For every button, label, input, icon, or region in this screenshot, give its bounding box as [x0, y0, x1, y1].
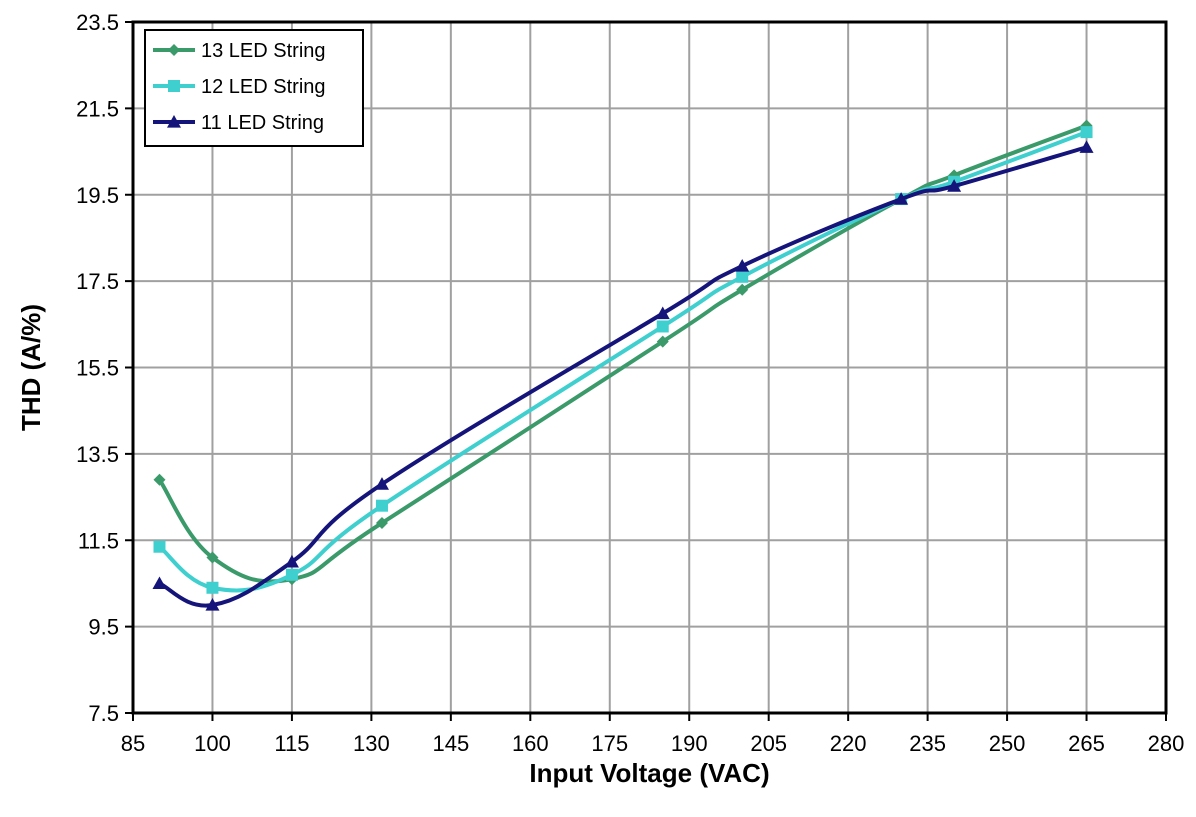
- y-tick-label: 19.5: [76, 183, 119, 208]
- legend-swatch-marker: [168, 80, 180, 92]
- y-axis-title: THD (A/%): [16, 304, 46, 431]
- x-tick-label: 280: [1148, 731, 1185, 756]
- data-point: [736, 270, 749, 283]
- legend-item: 12 LED String: [153, 76, 326, 98]
- data-point: [152, 576, 167, 590]
- x-tick-label: 130: [353, 731, 390, 756]
- data-point: [735, 259, 750, 272]
- y-tick-label: 11.5: [78, 528, 119, 553]
- y-tick-label: 9.5: [88, 615, 119, 640]
- x-axis-title: Input Voltage (VAC): [529, 758, 769, 788]
- series-group: [152, 119, 1094, 611]
- data-point: [284, 554, 299, 568]
- x-tick-label: 100: [194, 731, 231, 756]
- data-point: [656, 320, 669, 333]
- legend-swatch-marker: [168, 44, 180, 56]
- x-tick-label: 250: [989, 731, 1026, 756]
- y-tick-label: 13.5: [76, 442, 119, 467]
- data-point: [374, 477, 389, 490]
- data-point: [894, 192, 909, 205]
- data-point: [153, 540, 166, 553]
- y-tick-label: 23.5: [76, 10, 119, 35]
- y-tick-label: 7.5: [88, 701, 119, 726]
- data-point: [1080, 126, 1093, 139]
- x-tick-label: 85: [121, 731, 145, 756]
- data-point: [1079, 140, 1094, 153]
- x-tick-label: 265: [1068, 731, 1105, 756]
- legend-swatch-marker: [167, 115, 181, 128]
- data-point: [947, 179, 962, 192]
- data-point: [205, 598, 220, 611]
- data-point: [736, 283, 749, 296]
- series-line: [158, 145, 1088, 608]
- legend: 13 LED String 12 LED String 11 LED String: [144, 29, 364, 147]
- axes: 85 100 115 130 145 160 175 190 205 220 235 250 265 28…: [76, 10, 1184, 756]
- data-point: [153, 473, 166, 486]
- x-tick-label: 235: [909, 731, 946, 756]
- data-point: [206, 551, 219, 564]
- legend-item: 13 LED String: [153, 40, 326, 62]
- legend-label: 12 LED String: [201, 76, 326, 98]
- legend-label: 11 LED String: [201, 112, 324, 134]
- data-point: [375, 499, 388, 512]
- legend-item: 11 LED String: [153, 112, 324, 134]
- data-point: [656, 335, 669, 348]
- x-tick-label: 175: [591, 731, 628, 756]
- data-point: [655, 306, 670, 320]
- x-tick-label: 115: [274, 731, 309, 756]
- y-tick-label: 17.5: [76, 269, 119, 294]
- series-line: [158, 130, 1088, 593]
- legend-label: 13 LED String: [201, 40, 326, 62]
- x-tick-label: 145: [432, 731, 469, 756]
- x-tick-label: 220: [830, 731, 867, 756]
- data-point: [285, 568, 298, 581]
- y-tick-label: 15.5: [76, 356, 119, 381]
- x-tick-label: 205: [750, 731, 787, 756]
- series-3: [152, 140, 1094, 611]
- data-point: [375, 516, 388, 529]
- x-tick-label: 160: [512, 731, 549, 756]
- x-tick-label: 190: [671, 731, 708, 756]
- series-2: [153, 126, 1093, 594]
- data-point: [206, 581, 219, 594]
- y-tick-label: 21.5: [76, 96, 119, 121]
